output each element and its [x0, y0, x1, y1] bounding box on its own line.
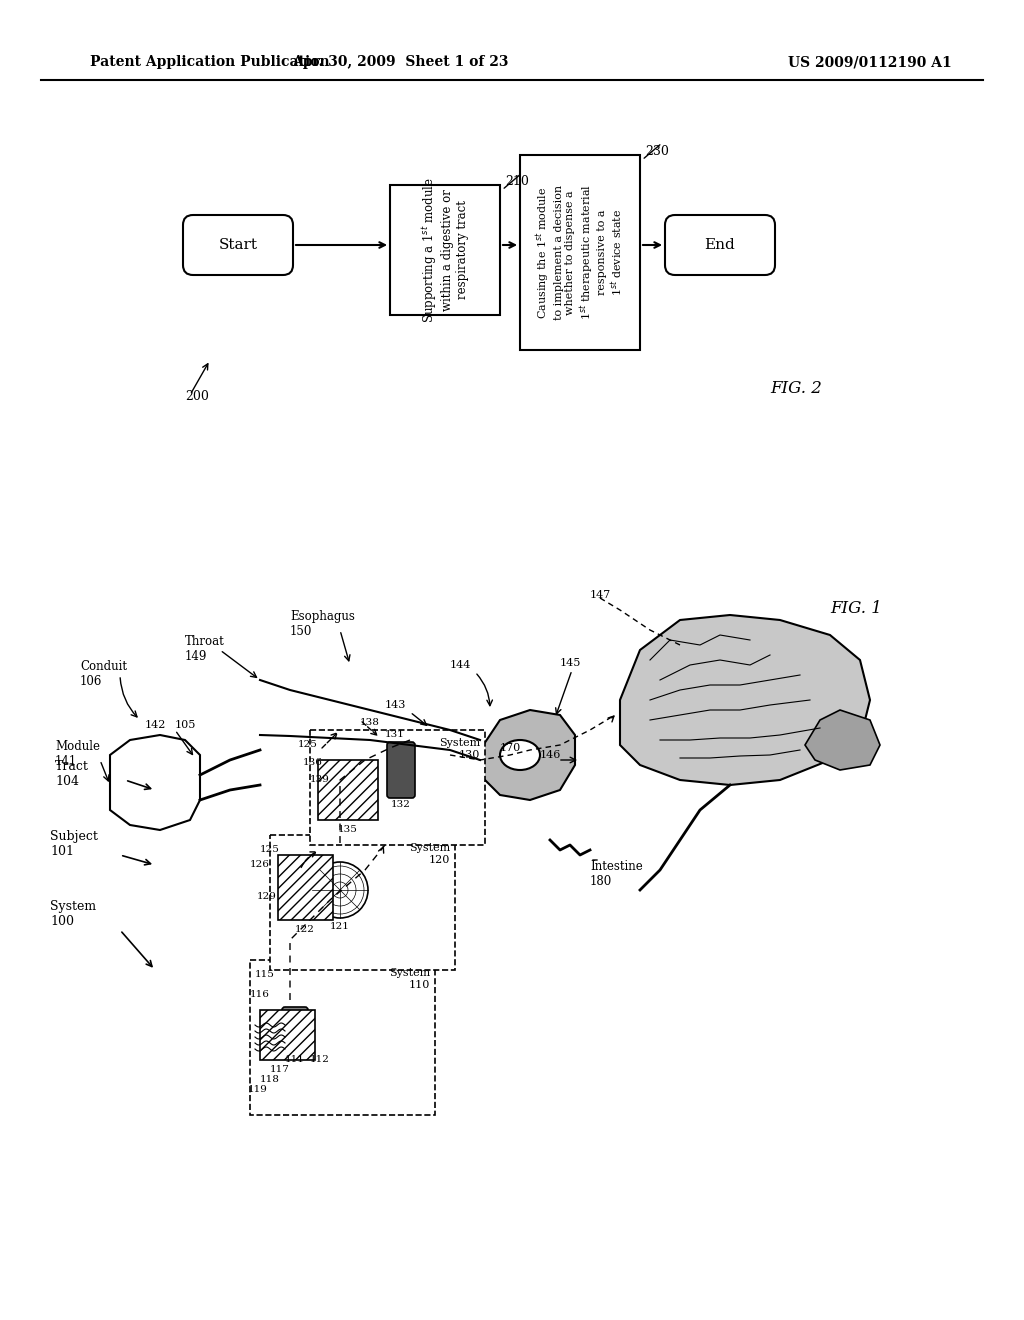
- Text: 145: 145: [560, 657, 582, 668]
- FancyBboxPatch shape: [665, 215, 775, 275]
- Text: 142: 142: [144, 719, 166, 730]
- Ellipse shape: [500, 741, 540, 770]
- Text: Subject
101: Subject 101: [50, 830, 98, 858]
- Text: 136: 136: [303, 758, 323, 767]
- Polygon shape: [620, 615, 870, 785]
- Text: 110: 110: [409, 979, 430, 990]
- Text: 112: 112: [310, 1055, 330, 1064]
- Text: Tract
104: Tract 104: [55, 760, 89, 788]
- FancyBboxPatch shape: [318, 760, 378, 820]
- Text: 129: 129: [257, 892, 276, 902]
- Text: 115: 115: [255, 970, 274, 979]
- Polygon shape: [805, 710, 880, 770]
- Polygon shape: [480, 710, 575, 800]
- Text: 170: 170: [500, 743, 520, 752]
- Text: FIG. 1: FIG. 1: [830, 601, 882, 616]
- FancyBboxPatch shape: [390, 185, 500, 315]
- Text: Causing the 1$^{st}$ module
to implement a decision
whether to dispense a
1$^{st: Causing the 1$^{st}$ module to implement…: [535, 185, 626, 321]
- Text: 125: 125: [298, 741, 317, 748]
- Text: FIG. 2: FIG. 2: [770, 380, 822, 397]
- FancyBboxPatch shape: [282, 1007, 308, 1053]
- FancyBboxPatch shape: [270, 836, 455, 970]
- Text: 125: 125: [260, 845, 280, 854]
- Text: Throat
149: Throat 149: [185, 635, 224, 663]
- FancyBboxPatch shape: [183, 215, 293, 275]
- Text: Apr. 30, 2009  Sheet 1 of 23: Apr. 30, 2009 Sheet 1 of 23: [292, 55, 508, 69]
- FancyBboxPatch shape: [520, 154, 640, 350]
- Text: 138: 138: [360, 718, 380, 727]
- FancyBboxPatch shape: [278, 855, 333, 920]
- Text: 119: 119: [248, 1085, 268, 1094]
- Text: 143: 143: [384, 700, 406, 710]
- Text: 122: 122: [295, 925, 315, 935]
- Text: 200: 200: [185, 389, 209, 403]
- Text: 117: 117: [270, 1065, 290, 1074]
- Text: Start: Start: [218, 238, 257, 252]
- Text: System: System: [409, 843, 450, 853]
- Text: 144: 144: [450, 660, 471, 671]
- Text: 132: 132: [391, 800, 411, 809]
- Text: 116: 116: [250, 990, 270, 999]
- Text: 121: 121: [330, 921, 350, 931]
- Circle shape: [312, 862, 368, 917]
- Text: 135: 135: [338, 825, 358, 834]
- Polygon shape: [110, 735, 200, 830]
- Text: 118: 118: [260, 1074, 280, 1084]
- FancyBboxPatch shape: [260, 1010, 315, 1060]
- Text: 131: 131: [385, 730, 404, 739]
- Text: System: System: [389, 968, 430, 978]
- Text: 210: 210: [505, 176, 528, 187]
- Text: 111: 111: [285, 1055, 305, 1064]
- FancyBboxPatch shape: [310, 730, 485, 845]
- Text: 120: 120: [429, 855, 450, 865]
- Text: Supporting a 1$^{st}$ module
within a digestive or
respiratory tract: Supporting a 1$^{st}$ module within a di…: [421, 177, 469, 323]
- Text: 130: 130: [459, 750, 480, 760]
- Text: 139: 139: [310, 775, 330, 784]
- Text: 105: 105: [175, 719, 197, 730]
- Text: Intestine
180: Intestine 180: [590, 861, 643, 888]
- FancyBboxPatch shape: [250, 960, 435, 1115]
- Text: Esophagus
150: Esophagus 150: [290, 610, 355, 638]
- Text: System
100: System 100: [50, 900, 96, 928]
- FancyBboxPatch shape: [387, 742, 415, 799]
- Text: 126: 126: [250, 861, 270, 869]
- Text: 146: 146: [540, 750, 561, 760]
- Text: Module
141: Module 141: [55, 741, 100, 768]
- Text: System: System: [438, 738, 480, 748]
- Text: US 2009/0112190 A1: US 2009/0112190 A1: [788, 55, 952, 69]
- Text: Conduit
106: Conduit 106: [80, 660, 127, 688]
- Text: Patent Application Publication: Patent Application Publication: [90, 55, 330, 69]
- Text: 147: 147: [590, 590, 611, 601]
- Text: End: End: [705, 238, 735, 252]
- Text: 230: 230: [645, 145, 669, 158]
